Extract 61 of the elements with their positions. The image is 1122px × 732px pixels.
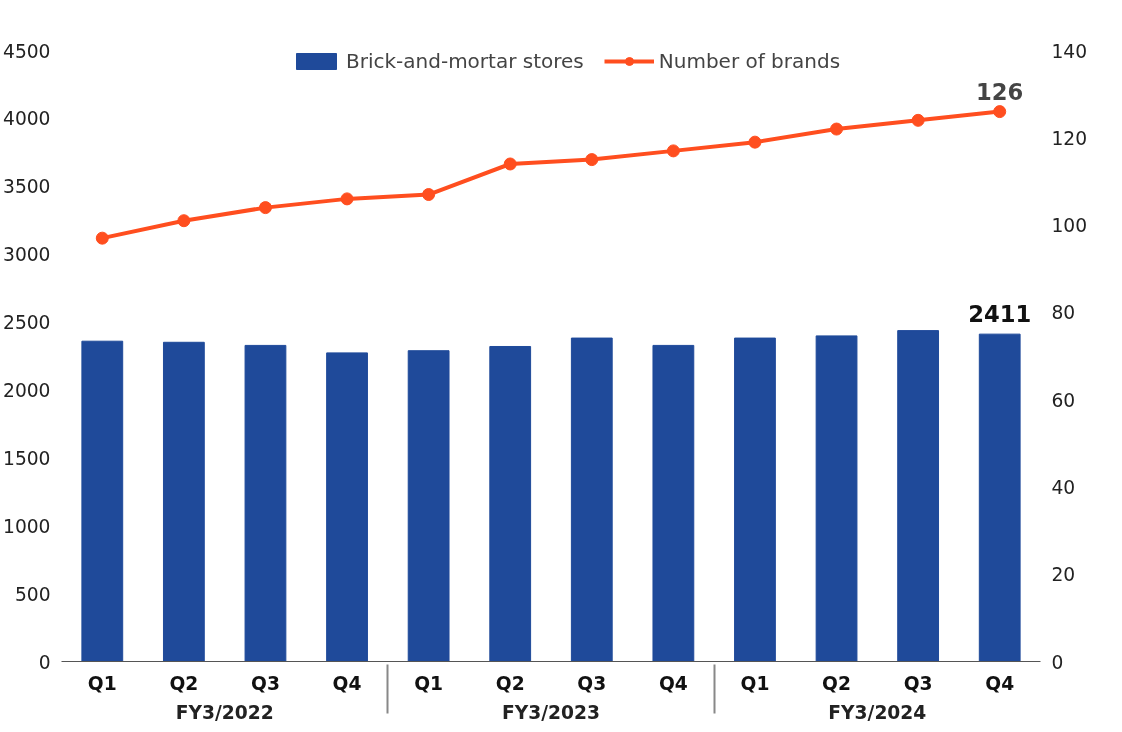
- bar: [81, 340, 124, 662]
- text: FY3/2022: [175, 701, 274, 723]
- bar: [162, 341, 205, 662]
- point: [258, 201, 272, 215]
- bar: [815, 335, 858, 662]
- y2-tick-label: 120: [1051, 127, 1088, 149]
- point: [340, 192, 354, 206]
- data-label: 2411: [968, 301, 1032, 328]
- x-tick-label: Q4: [985, 672, 1015, 694]
- y2-tick-label: 140: [1051, 40, 1088, 62]
- x-tick-label: Q2: [822, 672, 851, 694]
- point: [830, 122, 844, 136]
- bar: [326, 352, 368, 662]
- point: [585, 153, 599, 167]
- y-tick-label: 4500: [3, 40, 51, 62]
- y2-tick-label: 60: [1051, 389, 1076, 411]
- y-tick-label: 1500: [3, 447, 51, 469]
- point: [177, 214, 191, 228]
- x-tick-label: Q2: [495, 672, 525, 694]
- text: FY3/2023: [502, 701, 600, 723]
- y-tick-label: 3000: [3, 244, 51, 266]
- y-tick-label: 1000: [3, 515, 51, 537]
- y2-tick-label: 40: [1051, 476, 1076, 498]
- x-tick-label: Q3: [903, 672, 933, 694]
- y-tick-label: 3500: [3, 176, 51, 198]
- point: [422, 188, 436, 202]
- bar: [978, 333, 1021, 662]
- x-tick-label: Q3: [251, 672, 280, 694]
- point: [666, 144, 680, 158]
- x-tick-label: Q1: [414, 672, 444, 694]
- y-tick-label: 4000: [3, 108, 51, 130]
- x-tick-label: Q4: [658, 672, 688, 694]
- y2-tick-label: 20: [1051, 564, 1076, 586]
- point: [503, 157, 517, 171]
- x-tick-label: Q2: [169, 672, 199, 694]
- data-label: 126: [976, 78, 1024, 105]
- point: [748, 135, 762, 149]
- y-tick-label: 2000: [3, 379, 51, 401]
- x-tick-label: Q1: [87, 672, 117, 694]
- bar: [570, 337, 613, 662]
- bar: [897, 330, 940, 662]
- y-tick-label: 0: [38, 651, 51, 673]
- bar: [244, 344, 287, 662]
- y-tick-label: 500: [14, 583, 51, 605]
- point: [95, 231, 109, 245]
- point: [911, 113, 925, 127]
- bar: [407, 350, 450, 662]
- x-tick-label: Q4: [332, 672, 362, 694]
- bar: [489, 346, 532, 662]
- bar: [734, 337, 776, 662]
- y2-tick-label: 80: [1051, 302, 1076, 324]
- y2-tick-label: 0: [1051, 651, 1064, 673]
- legend-label: Number of brands: [658, 49, 841, 73]
- y2-tick-label: 100: [1051, 215, 1088, 237]
- y-tick-label: 2500: [3, 312, 51, 334]
- x-tick-label: Q3: [577, 672, 607, 694]
- x-tick-label: Q1: [740, 672, 770, 694]
- point: [993, 105, 1007, 119]
- legend-label: Brick-and-mortar stores: [346, 49, 584, 73]
- bar: [652, 344, 695, 662]
- text: FY3/2024: [828, 701, 927, 723]
